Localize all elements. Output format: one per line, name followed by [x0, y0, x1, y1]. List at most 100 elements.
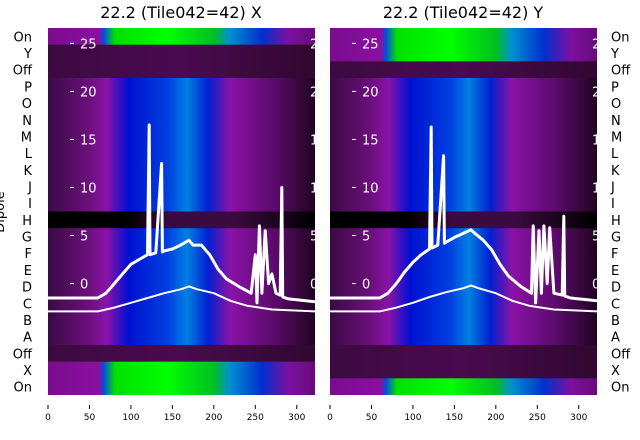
row-label: M	[21, 130, 32, 145]
y-axis-label: Dipole	[0, 191, 8, 232]
row-label: Y	[610, 47, 619, 62]
heatmap-row-E	[48, 261, 315, 279]
panel-x: 22.2 (Tile042=42) X 0 0 5 5 10 10 15 15 20 20 25 25…	[45, 3, 327, 423]
panel-y: 22.2 (Tile042=42) Y 0 0 5 5 10 10 15 15 20 20 25 25…	[327, 3, 609, 423]
overlay-y-tick-label: 25	[362, 37, 379, 52]
row-label: A	[611, 331, 620, 346]
panel-title: 22.2 (Tile042=42) Y	[383, 3, 544, 22]
x-tick-label: 250	[529, 413, 546, 423]
overlay-y-tick-label-right: 25	[310, 37, 327, 52]
x-tick-label: 0	[327, 413, 333, 423]
heatmap-row-F	[48, 244, 315, 263]
heatmap-row-B	[330, 311, 597, 329]
x-tick-label: 50	[366, 413, 378, 423]
x-tick-label: 150	[164, 413, 181, 423]
row-label: P	[24, 80, 32, 95]
overlay-y-tick-label: 5	[80, 230, 88, 245]
overlay-y-tick-label-right: 15	[592, 133, 609, 148]
row-label: O	[611, 97, 621, 112]
overlay-y-tick-label-right: 0	[592, 278, 600, 293]
row-label: X	[23, 364, 32, 379]
overlay-y-tick-label: 15	[362, 133, 379, 148]
overlay-y-tick-label: 20	[80, 85, 97, 100]
heatmap-row-Off	[330, 61, 597, 79]
row-label: J	[27, 180, 32, 195]
row-label: E	[24, 264, 32, 279]
heatmap-row-On	[48, 378, 315, 395]
heatmap-row-Off	[48, 61, 315, 79]
heatmap-row-N	[330, 111, 597, 129]
overlay-y-tick-label: 10	[80, 181, 97, 196]
overlay-y-tick-label-right: 20	[310, 85, 327, 100]
heatmap-row-O	[330, 94, 597, 112]
overlay-y-tick-label-right: 15	[310, 133, 327, 148]
heatmap-row-On	[330, 378, 597, 395]
overlay-y-tick-label: 0	[80, 278, 88, 293]
row-label: B	[611, 314, 620, 329]
row-label: On	[14, 30, 32, 45]
x-tick-label: 200	[487, 413, 504, 423]
row-label: I	[28, 197, 32, 212]
overlay-y-tick-label-right: 5	[310, 230, 318, 245]
heatmap-row-P	[330, 78, 597, 96]
row-label: N	[611, 114, 621, 129]
overlay-y-tick-label: 0	[362, 278, 370, 293]
heatmap-row-F	[330, 244, 597, 263]
series-line-lower	[48, 285, 315, 313]
row-label: I	[611, 197, 615, 212]
panel-title: 22.2 (Tile042=42) X	[100, 3, 262, 22]
overlay-y-tick-label-right: 25	[592, 37, 609, 52]
overlay-y-tick-label: 20	[362, 85, 379, 100]
row-label: D	[611, 281, 621, 296]
heatmap-row-G	[330, 228, 597, 246]
heatmap-row-Y	[330, 44, 597, 62]
heatmap-row-I	[330, 194, 597, 212]
overlay-y-tick-label: 10	[362, 181, 379, 196]
heatmap-row-Y	[48, 44, 315, 62]
heatmap-row-P	[48, 78, 315, 96]
x-tick-label: 0	[45, 413, 51, 423]
heatmap-row-On	[48, 28, 315, 46]
row-label: L	[25, 147, 33, 162]
plot-area: 0 0 5 5 10 10 15 15 20 20 25 25	[330, 28, 609, 395]
overlay-y-tick-label: 15	[80, 133, 97, 148]
overlay-y-tick-label-right: 10	[592, 181, 609, 196]
heatmap-row-B	[48, 311, 315, 329]
row-label: C	[611, 297, 620, 312]
heatmap-row-X	[330, 361, 597, 379]
plot-area: 0 0 5 5 10 10 15 15 20 20 25 25	[48, 28, 327, 395]
row-label: O	[22, 97, 32, 112]
row-label: E	[611, 264, 619, 279]
series-line-upper	[330, 125, 597, 305]
heatmap-row-K	[48, 161, 315, 179]
row-label: Y	[23, 47, 32, 62]
x-tick-label: 50	[84, 413, 96, 423]
overlay-y-tick-label-right: 20	[592, 85, 609, 100]
heatmap-row-J	[48, 178, 315, 196]
row-label: On	[611, 381, 629, 396]
row-label: N	[22, 114, 32, 129]
x-tick-label: 300	[570, 413, 587, 423]
row-label: Off	[611, 64, 631, 79]
row-label: C	[23, 297, 32, 312]
heatmap-row-M	[330, 128, 597, 146]
heatmap-row-N	[48, 111, 315, 129]
row-label: Off	[13, 347, 33, 362]
row-label: M	[611, 130, 622, 145]
heatmap-row-H	[330, 211, 597, 229]
row-label: On	[14, 381, 32, 396]
heatmap-row-K	[330, 161, 597, 179]
x-tick-label: 100	[122, 413, 139, 423]
row-label: H	[22, 214, 32, 229]
row-label: K	[611, 164, 620, 179]
overlay-y-tick-label-right: 0	[310, 278, 318, 293]
heatmap-row-I	[48, 194, 315, 212]
row-label: J	[610, 180, 615, 195]
x-tick-label: 150	[446, 413, 463, 423]
x-tick-label: 100	[404, 413, 421, 423]
x-tick-label: 200	[205, 413, 222, 423]
heatmap-row-M	[48, 128, 315, 146]
